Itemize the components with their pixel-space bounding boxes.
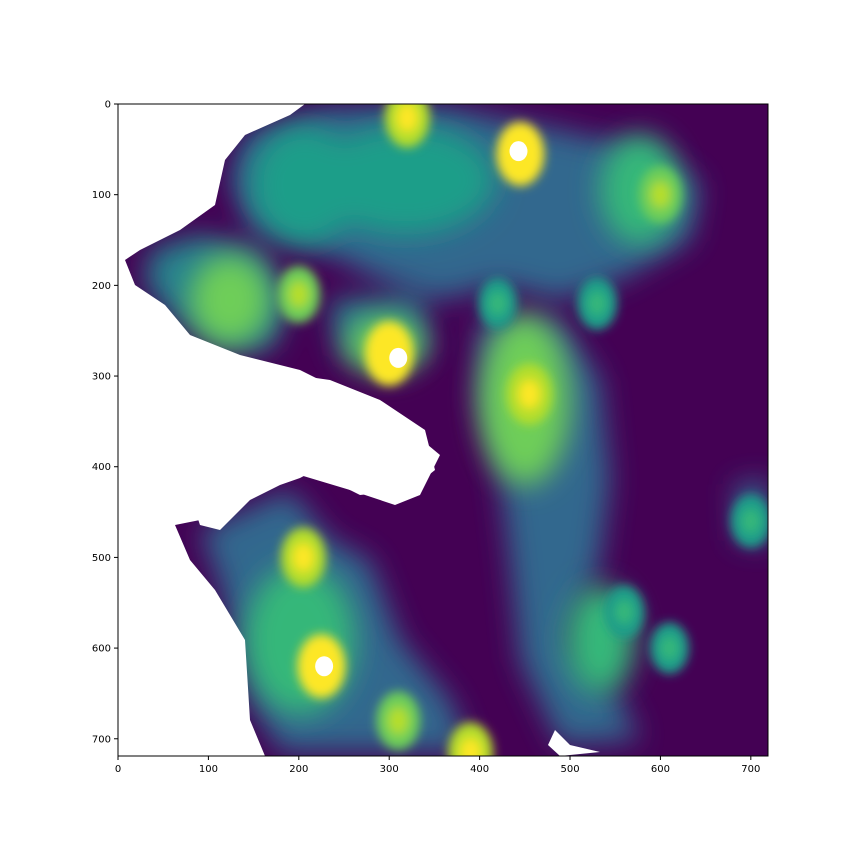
ridge-n	[315, 125, 495, 235]
high-point-core-12	[741, 508, 760, 534]
y-tick-label: 700	[92, 734, 111, 745]
x-tick-label: 200	[289, 764, 308, 775]
high-point-core-6	[388, 707, 409, 735]
y-tick-label: 400	[92, 462, 111, 473]
y-axis: 0 100 200 300 400 500 600 700	[92, 100, 118, 745]
high-point-core-10	[588, 291, 607, 316]
nodata-inlet	[190, 370, 435, 530]
x-tick-label: 500	[560, 764, 579, 775]
nodata-peaks-layer	[315, 141, 528, 677]
nodata-peak-2	[315, 656, 334, 677]
high-point-core-4	[518, 379, 540, 409]
high-point-core-1	[397, 104, 418, 132]
nodata-coast-tail	[548, 730, 600, 756]
y-tick-label: 500	[92, 553, 111, 564]
y-tick-label: 300	[92, 372, 111, 383]
nodata-west-upper	[118, 104, 440, 756]
ridge-s	[245, 565, 355, 715]
x-tick-label: 300	[380, 764, 399, 775]
x-tick-label: 700	[741, 764, 760, 775]
high-point-core-14	[660, 636, 679, 660]
nodata-mask	[118, 104, 600, 756]
high-point-core-13	[615, 599, 634, 625]
high-point-core-9	[650, 181, 671, 208]
high-point-core-11	[488, 291, 507, 316]
x-tick-label: 600	[651, 764, 670, 775]
x-tick-label: 0	[115, 764, 121, 775]
high-point-core-8	[289, 281, 309, 308]
x-tick-label: 100	[199, 764, 218, 775]
y-tick-label: 600	[92, 644, 111, 655]
plot-area	[118, 104, 768, 756]
nodata-peak-1	[389, 347, 408, 368]
x-axis: 0 100 200 300 400 500 600 700	[115, 756, 760, 775]
axes-frame	[117, 103, 769, 757]
high-point-core-5	[293, 543, 314, 572]
y-tick-label: 200	[92, 281, 111, 292]
ridge-w	[190, 255, 270, 345]
nodata-peak-0	[509, 141, 528, 162]
y-tick-label: 100	[92, 190, 111, 201]
x-tick-label: 400	[470, 764, 489, 775]
high-point-core-7	[460, 738, 481, 756]
ridge-nw	[250, 125, 360, 245]
y-tick-label: 0	[105, 100, 111, 111]
